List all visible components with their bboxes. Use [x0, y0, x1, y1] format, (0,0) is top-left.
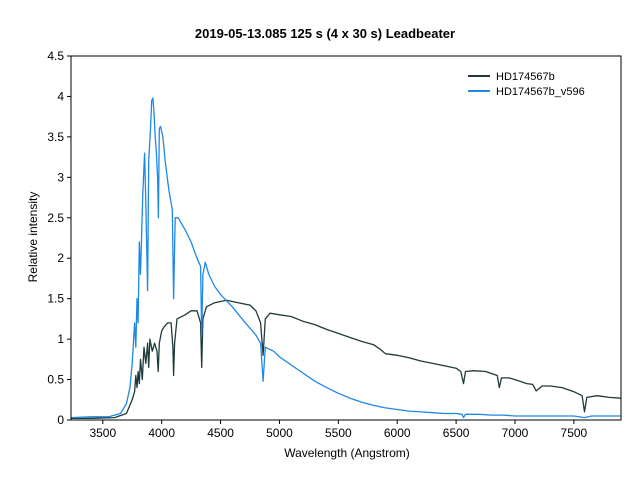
x-tick-label: 5000 — [266, 426, 293, 440]
x-tick-label: 6500 — [443, 426, 470, 440]
x-tick-label: 4000 — [148, 426, 175, 440]
x-tick-label: 4500 — [207, 426, 234, 440]
y-tick-label: 4 — [57, 89, 64, 103]
x-axis-title: Wavelength (Angstrom) — [284, 446, 410, 460]
series-line-hd174567b — [71, 299, 621, 420]
y-tick-label: 1 — [57, 332, 64, 346]
y-tick-label: 3 — [57, 170, 64, 184]
y-tick-label: 1.5 — [47, 292, 64, 306]
y-tick-label: 0.5 — [47, 373, 64, 387]
series-line-hd174567b-v596 — [71, 97, 621, 419]
plot-frame — [70, 55, 622, 421]
x-tick-label: 3500 — [89, 426, 116, 440]
y-tick-label: 3.5 — [47, 130, 64, 144]
legend-label: HD174567b — [496, 71, 555, 83]
plot-background — [71, 56, 621, 420]
y-tick-label: 4.5 — [47, 49, 64, 63]
plot-area — [70, 55, 622, 421]
x-tick-label: 6000 — [384, 426, 411, 440]
y-tick-label: 2.5 — [47, 211, 64, 225]
y-tick-label: 0 — [57, 413, 64, 427]
x-tick-label: 7500 — [561, 426, 588, 440]
legend-label: HD174567b_v596 — [496, 86, 585, 98]
y-axis-title: Relative intensity — [26, 192, 40, 283]
series-layer — [71, 97, 621, 420]
chart-title: 2019-05-13.085 125 s (4 x 30 s) Leadbeat… — [195, 26, 455, 41]
x-axis: 3500 4000 4500 5000 5500 6000 6500 7000 7500 — [89, 420, 588, 440]
y-tick-label: 2 — [57, 251, 64, 265]
legend: HD174567b HD174567b_v596 — [468, 71, 585, 98]
y-axis: 0 0.5 1 1.5 2 2.5 3 3.5 4 4.5 — [47, 49, 71, 427]
x-tick-label: 7000 — [502, 426, 529, 440]
x-tick-label: 5500 — [325, 426, 352, 440]
